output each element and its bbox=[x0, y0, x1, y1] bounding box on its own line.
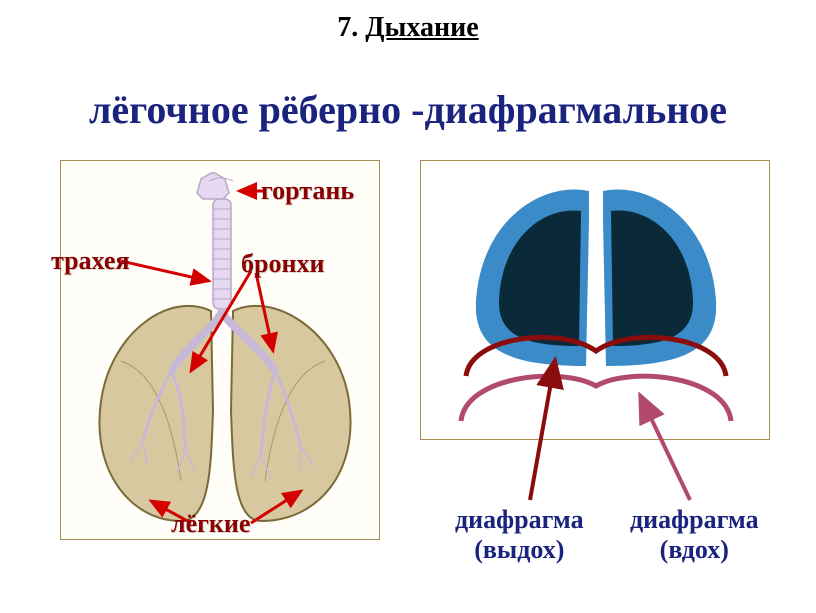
left-diagram-panel: гортань трахея бронхи лёгкие bbox=[60, 160, 380, 540]
lungs-anatomy-svg bbox=[61, 161, 381, 541]
trachea bbox=[213, 199, 231, 309]
label-bronchi: бронхи bbox=[241, 249, 324, 279]
label-diaphragm-exhale: диафрагма(выдох) bbox=[455, 505, 584, 565]
title-number: 7. bbox=[337, 12, 358, 43]
subtitle: лёгочное рёберно -диафрагмальное bbox=[0, 86, 816, 133]
label-larynx: гортань bbox=[261, 176, 354, 206]
diaphragm-inhale-curve bbox=[461, 376, 731, 421]
page-title: 7. Дыхание bbox=[0, 12, 816, 44]
larynx bbox=[197, 173, 233, 199]
right-diagram-panel bbox=[420, 160, 770, 440]
diaphragm-svg bbox=[421, 161, 771, 441]
title-text: Дыхание bbox=[365, 12, 478, 43]
label-trachea: трахея bbox=[51, 246, 130, 276]
diaphragm-exhale-curve bbox=[466, 337, 726, 376]
label-diaphragm-inhale: диафрагма(вдох) bbox=[630, 505, 759, 565]
label-lungs: лёгкие bbox=[171, 509, 250, 539]
